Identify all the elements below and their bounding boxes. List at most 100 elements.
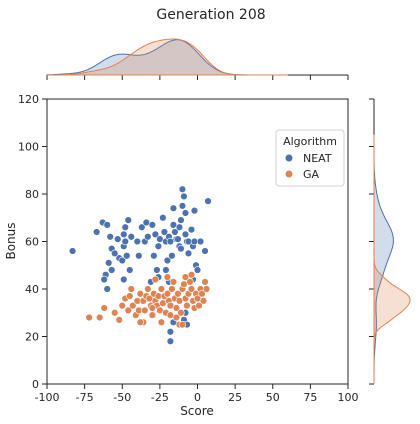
- x-tick-label: 0: [194, 391, 201, 404]
- y-tick-label: 60: [25, 236, 39, 249]
- point-neat: [181, 230, 190, 239]
- point-ga: [168, 285, 176, 293]
- point-neat: [135, 252, 143, 260]
- point-neat: [154, 242, 163, 250]
- point-neat: [204, 197, 212, 205]
- point-ga: [177, 309, 185, 317]
- legend-label-neat: NEAT: [303, 152, 332, 165]
- x-axis-ticks: -100 -75 -50 -25 0 25 50 75 100: [35, 384, 359, 404]
- x-tick-label: -75: [76, 391, 94, 404]
- point-ga: [141, 306, 149, 315]
- point-neat: [201, 247, 209, 255]
- point-neat: [160, 228, 169, 236]
- y-tick-label: 40: [25, 283, 39, 296]
- point-ga: [183, 301, 191, 310]
- legend-label-ga: GA: [303, 168, 320, 181]
- point-neat: [168, 252, 176, 260]
- point-neat: [196, 237, 205, 246]
- point-neat: [103, 285, 111, 293]
- point-ga: [195, 301, 203, 310]
- point-ga: [148, 311, 157, 319]
- x-tick-label: 25: [228, 391, 242, 404]
- point-ga: [166, 311, 175, 319]
- top-marginal-kde: [46, 38, 349, 80]
- x-tick-label: -50: [113, 391, 131, 404]
- legend-title: Algorithm: [283, 135, 337, 148]
- point-neat: [174, 235, 182, 243]
- point-ga: [115, 316, 123, 324]
- point-neat: [144, 233, 152, 241]
- point-neat: [166, 328, 175, 336]
- point-neat: [106, 233, 114, 241]
- point-neat: [120, 275, 128, 284]
- y-axis-label: Bonus: [4, 222, 18, 259]
- point-ga: [148, 304, 157, 312]
- point-neat: [159, 214, 167, 222]
- point-neat: [120, 230, 128, 239]
- point-neat: [184, 249, 193, 258]
- chart-title: Generation 208: [156, 7, 265, 23]
- point-neat: [148, 221, 157, 229]
- point-neat: [178, 202, 187, 210]
- point-neat: [177, 244, 185, 253]
- point-neat: [150, 252, 158, 260]
- point-ga: [157, 318, 166, 326]
- y-tick-label: 80: [25, 188, 39, 201]
- point-ga: [136, 318, 145, 326]
- point-neat: [114, 235, 122, 243]
- point-ga: [118, 301, 126, 310]
- y-tick-label: 20: [25, 331, 39, 344]
- legend-marker-ga: [284, 169, 294, 179]
- point-neat: [133, 237, 142, 246]
- point-ga: [198, 290, 206, 298]
- point-neat: [138, 223, 146, 231]
- point-neat: [151, 230, 160, 239]
- point-ga: [100, 304, 108, 312]
- point-neat: [180, 192, 188, 201]
- y-tick-label: 0: [32, 378, 39, 391]
- point-neat: [193, 266, 202, 274]
- point-ga: [201, 278, 209, 286]
- point-ga: [144, 285, 152, 293]
- point-ga: [178, 320, 187, 329]
- point-neat: [127, 233, 135, 241]
- point-neat: [169, 204, 178, 212]
- point-neat: [100, 275, 108, 284]
- point-neat: [121, 223, 129, 231]
- point-neat: [121, 237, 129, 246]
- point-neat: [171, 228, 179, 236]
- legend-marker-neat: [284, 153, 294, 163]
- point-neat: [187, 225, 196, 234]
- point-ga: [124, 306, 132, 315]
- point-ga: [202, 285, 211, 293]
- point-neat: [111, 249, 119, 258]
- point-ga: [127, 285, 135, 293]
- right-kde-ga: [373, 134, 411, 384]
- point-ga: [157, 285, 166, 293]
- point-neat: [92, 228, 101, 236]
- scatter-points: [68, 185, 212, 345]
- point-neat: [153, 266, 161, 274]
- point-ga: [199, 297, 208, 305]
- y-tick-label: 100: [18, 141, 39, 154]
- x-tick-label: 75: [303, 391, 317, 404]
- point-neat: [175, 223, 184, 231]
- y-tick-label: 120: [18, 93, 39, 106]
- right-kde-neat: [373, 134, 394, 384]
- right-marginal-kde: [369, 98, 411, 385]
- x-tick-label: 100: [338, 391, 359, 404]
- point-neat: [118, 256, 126, 265]
- point-ga: [95, 313, 104, 322]
- x-tick-label: -25: [151, 391, 169, 404]
- point-ga: [151, 275, 160, 284]
- point-ga: [163, 273, 172, 281]
- point-neat: [103, 221, 111, 229]
- point-neat: [181, 209, 190, 217]
- point-neat: [105, 259, 113, 267]
- point-ga: [187, 285, 196, 293]
- point-ga: [174, 290, 182, 298]
- x-axis-label: Score: [180, 404, 214, 418]
- point-ga: [187, 271, 196, 279]
- top-kde-ga: [47, 38, 288, 76]
